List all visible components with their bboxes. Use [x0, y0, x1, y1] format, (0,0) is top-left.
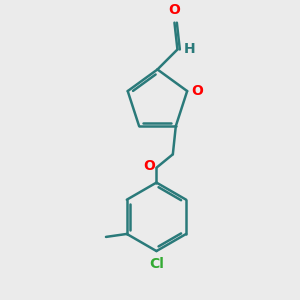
Text: O: O [169, 3, 180, 17]
Text: O: O [143, 159, 155, 173]
Text: Cl: Cl [149, 257, 164, 271]
Text: H: H [184, 43, 196, 56]
Text: O: O [192, 84, 203, 98]
